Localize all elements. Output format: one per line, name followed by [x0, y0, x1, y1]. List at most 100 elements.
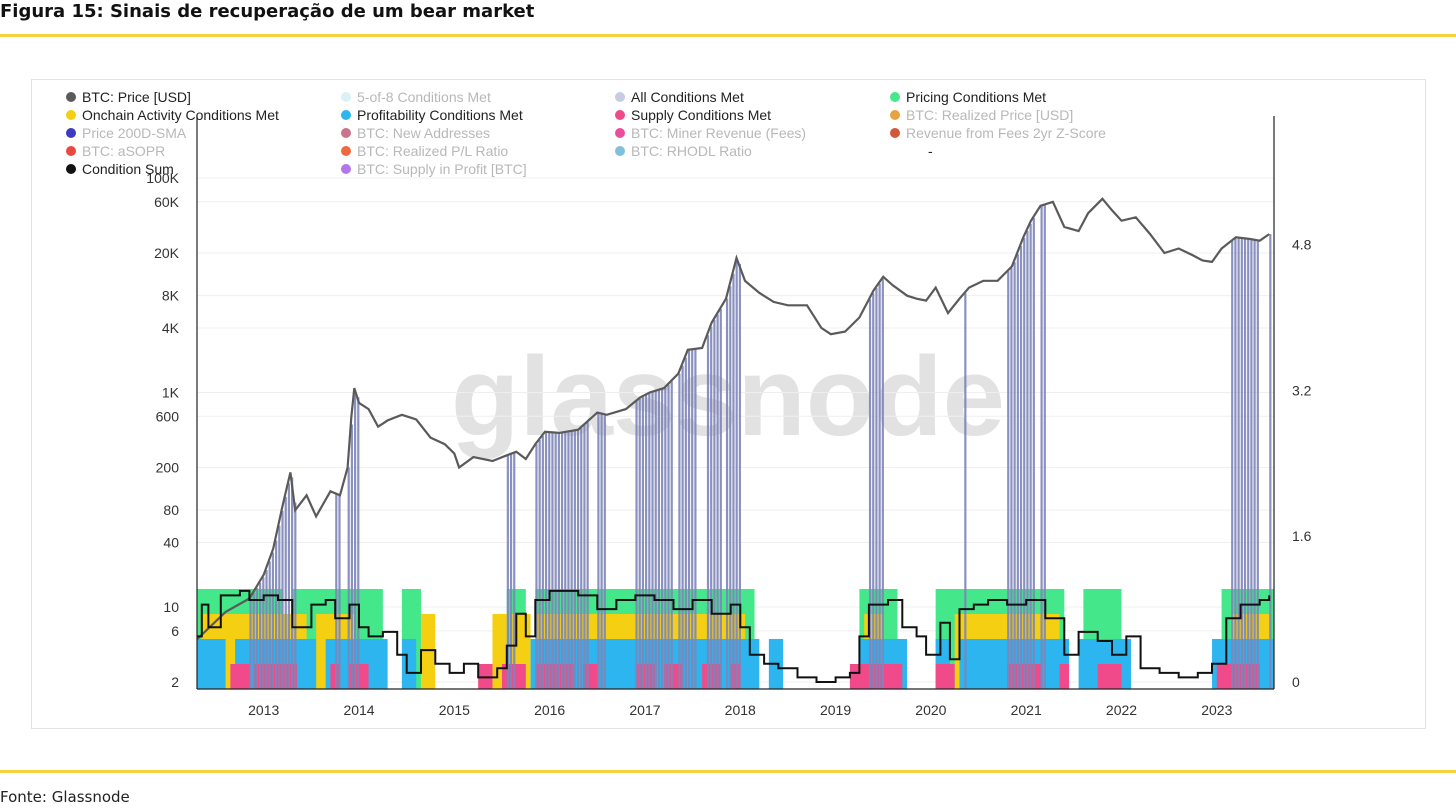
all-conditions-bar: [583, 425, 586, 689]
all-conditions-bar: [1040, 205, 1043, 689]
x-tick-label: 2019: [820, 702, 851, 718]
y-left-tick-label: 2: [171, 674, 179, 690]
all-conditions-bar: [567, 431, 570, 689]
all-conditions-bar: [350, 424, 353, 689]
all-conditions-bar: [1010, 267, 1013, 689]
all-conditions-bar: [265, 570, 268, 689]
all-conditions-bar: [1247, 238, 1250, 690]
legend-item[interactable]: BTC: Realized P/L Ratio: [341, 143, 508, 159]
all-conditions-bar: [580, 427, 583, 689]
y-left-tick-label: 6: [171, 623, 179, 639]
all-conditions-bar: [513, 452, 516, 689]
legend-marker: [890, 110, 900, 120]
all-conditions-bar: [259, 582, 262, 689]
legend-label: 5-of-8 Conditions Met: [357, 89, 491, 105]
all-conditions-bar: [1234, 238, 1237, 689]
band-segment: [330, 664, 340, 689]
legend-item[interactable]: BTC: Supply in Profit [BTC]: [341, 161, 527, 177]
all-conditions-bar: [1023, 237, 1026, 689]
legend-label: -: [928, 143, 933, 159]
y-left-tick-label: 60K: [154, 194, 180, 210]
legend-marker: [615, 110, 625, 120]
all-conditions-bar: [586, 422, 589, 689]
legend-item[interactable]: Profitability Conditions Met: [341, 107, 523, 123]
legend-item[interactable]: BTC: Miner Revenue (Fees): [615, 125, 806, 141]
legend-label: BTC: Miner Revenue (Fees): [631, 125, 806, 141]
all-conditions-bar: [1240, 237, 1243, 690]
all-conditions-bar: [881, 278, 884, 689]
y-right-tick-label: 0: [1292, 674, 1300, 690]
all-conditions-bar: [1013, 262, 1016, 689]
all-conditions-bar: [716, 314, 719, 689]
legend-item[interactable]: Price 200D-SMA: [66, 125, 187, 141]
band-segment: [1059, 664, 1070, 689]
legend-marker: [66, 128, 76, 138]
all-conditions-bar: [868, 299, 872, 689]
legend-item[interactable]: BTC: aSOPR: [66, 143, 165, 159]
all-conditions-bar: [557, 432, 560, 689]
legend-item[interactable]: Onchain Activity Conditions Met: [66, 107, 279, 123]
all-conditions-bar: [554, 432, 557, 689]
legend-label: BTC: New Addresses: [357, 125, 490, 141]
legend-item[interactable]: All Conditions Met: [615, 89, 744, 105]
band-segment: [935, 664, 955, 689]
all-conditions-bar: [678, 373, 681, 689]
all-conditions-bar: [1243, 238, 1247, 689]
legend-item[interactable]: Supply Conditions Met: [615, 107, 771, 123]
legend-item[interactable]: BTC: Realized Price [USD]: [890, 107, 1073, 123]
all-conditions-bar: [729, 286, 732, 689]
legend-marker: [66, 146, 76, 156]
legend-item[interactable]: BTC: New Addresses: [341, 125, 490, 141]
all-conditions-bar: [544, 431, 548, 689]
all-conditions-bar: [738, 264, 741, 689]
all-conditions-bar: [732, 273, 735, 689]
x-tick-label: 2016: [534, 702, 565, 718]
all-conditions-bar: [648, 393, 651, 689]
legend-marker: [890, 92, 900, 102]
x-tick-label: 2017: [629, 702, 660, 718]
all-conditions-bar: [294, 502, 297, 689]
all-conditions-bar: [1026, 230, 1029, 689]
legend-marker: [66, 110, 76, 120]
all-conditions-bar: [691, 349, 694, 689]
all-conditions-bar: [661, 389, 664, 689]
legend-label: BTC: RHODL Ratio: [631, 143, 752, 159]
legend-label: BTC: aSOPR: [82, 143, 165, 159]
legend-marker: [341, 128, 351, 138]
y-right-tick-label: 1.6: [1292, 528, 1312, 544]
all-conditions-bar: [681, 365, 684, 689]
y-left-tick-label: 20K: [154, 245, 180, 261]
all-conditions-bar: [1269, 234, 1272, 689]
all-conditions-bar: [1032, 217, 1035, 689]
all-conditions-bar: [1250, 239, 1253, 689]
all-conditions-bar: [641, 396, 645, 689]
all-conditions-bar: [560, 432, 564, 689]
legend-item[interactable]: BTC: RHODL Ratio: [615, 143, 752, 159]
legend-item[interactable]: 5-of-8 Conditions Met: [341, 89, 491, 105]
y-right-tick-label: 3.2: [1292, 382, 1312, 398]
legend-label: BTC: Price [USD]: [82, 89, 191, 105]
all-conditions-bar: [1016, 254, 1019, 689]
figure-title: Figura 15: Sinais de recuperação de um b…: [0, 1, 535, 22]
legend-item[interactable]: Revenue from Fees 2yr Z-Score: [890, 125, 1106, 141]
legend-item[interactable]: Pricing Conditions Met: [890, 89, 1046, 105]
all-conditions-bar: [664, 387, 667, 689]
band-segment: [1097, 664, 1122, 689]
legend-item[interactable]: -: [928, 143, 933, 159]
legend-label: All Conditions Met: [631, 89, 744, 105]
all-conditions-bar: [268, 561, 271, 689]
x-tick-label: 2023: [1201, 702, 1232, 718]
legend-item[interactable]: Condition Sum: [66, 161, 174, 177]
legend-marker: [341, 92, 351, 102]
all-conditions-bar: [1237, 237, 1240, 689]
legend-item[interactable]: BTC: Price [USD]: [66, 89, 191, 105]
all-conditions-bar: [255, 587, 259, 689]
all-conditions-bar: [706, 335, 710, 689]
all-conditions-bar: [551, 432, 554, 689]
x-tick-label: 2021: [1011, 702, 1042, 718]
x-tick-label: 2020: [915, 702, 946, 718]
all-conditions-bar: [1007, 271, 1010, 689]
all-conditions-bar: [1019, 245, 1023, 689]
all-conditions-bar: [735, 261, 738, 689]
all-conditions-bar: [670, 381, 673, 689]
